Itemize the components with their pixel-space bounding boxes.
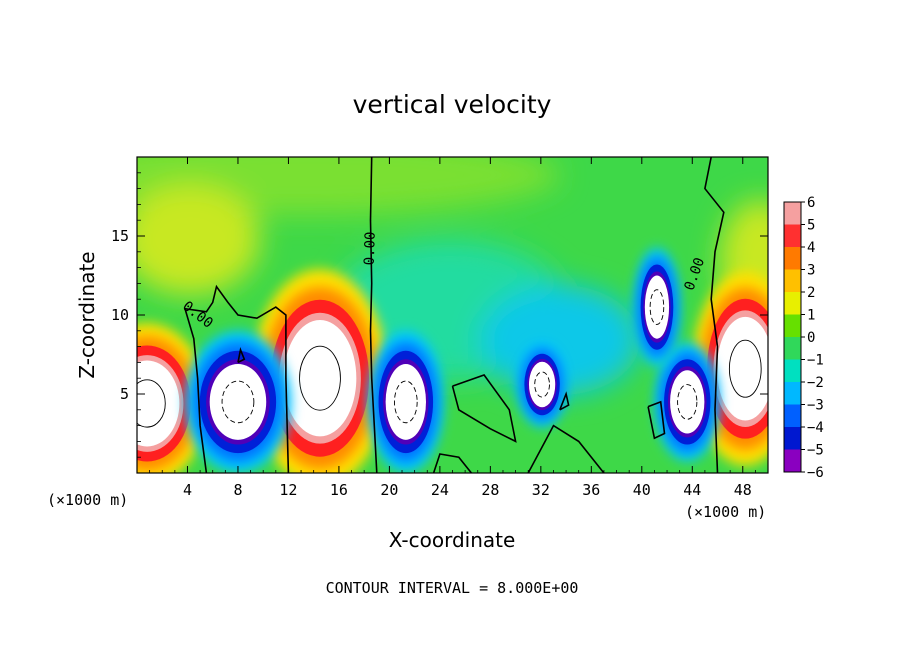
colorbar-swatch	[784, 314, 801, 337]
colorbar-tick-label: 2	[807, 285, 815, 301]
colorbar-swatch	[784, 224, 801, 247]
colorbar-swatch	[784, 292, 801, 315]
colorbar-swatch	[784, 382, 801, 405]
colorbar-swatch	[784, 269, 801, 292]
zero-contour-line-8	[237, 347, 246, 364]
colorbar-tick-label: 4	[807, 240, 815, 256]
x-tick-label: 4	[183, 481, 192, 499]
left-yellow-shade	[137, 185, 260, 295]
downdraft-band	[644, 275, 670, 339]
colorbar-swatch	[784, 449, 801, 472]
contour-label-1: 0.00	[362, 231, 379, 265]
colorbar: 6 5 4 3 2 1 0 −1 −2 −3 −4 −5 −6	[783, 195, 824, 481]
updraft-inner-contour	[299, 345, 341, 411]
zero-contour-line-1	[369, 157, 378, 473]
contour-interval-note: CONTOUR INTERVAL = 8.000E+00	[326, 579, 579, 597]
colorbar-tick-label: −1	[807, 353, 824, 369]
upper-field-shade	[137, 157, 560, 215]
colorbar-swatch	[784, 202, 801, 225]
x-tick-label: 44	[683, 481, 701, 499]
zero-contour-line-4	[527, 424, 605, 473]
downdraft-band	[385, 363, 426, 440]
zero-contours	[183, 157, 725, 473]
x-tick-label: 32	[532, 481, 550, 499]
downdraft-band	[528, 361, 556, 408]
zero-contour-line-5	[704, 157, 725, 473]
updraft-band	[137, 360, 180, 447]
y-tick-label: 15	[111, 227, 129, 245]
zero-contour-line-2	[432, 453, 473, 473]
x-tick-label: 28	[481, 481, 499, 499]
chart-title: vertical velocity	[353, 90, 552, 119]
colorbar-swatch	[784, 427, 801, 450]
zero-contour-line-3	[451, 374, 517, 443]
x-axis-label: X-coordinate	[389, 528, 516, 552]
colorbar-tick-label: −4	[807, 420, 824, 436]
colorbar-tick-label: 3	[807, 263, 815, 279]
colorbar-swatch	[784, 337, 801, 360]
downdraft-inner-contour	[649, 289, 665, 325]
downdraft-band	[670, 370, 705, 434]
x-tick-label: 24	[431, 481, 449, 499]
x-tick-label: 36	[582, 481, 600, 499]
updraft-inner-contour	[728, 339, 762, 398]
downdraft-inner-contour	[534, 371, 550, 398]
updraft-inner-contour	[137, 379, 166, 428]
updraft-band	[717, 316, 768, 421]
updraft-2	[692, 271, 768, 466]
x-tick-label: 20	[380, 481, 398, 499]
x-tick-label: 40	[633, 481, 651, 499]
zero-contour-line-7	[559, 391, 570, 411]
downdraft-1	[367, 330, 444, 473]
y-axis-label: Z-coordinate	[75, 251, 99, 378]
x-unit-right: (×1000 m)	[685, 503, 766, 521]
colorbar-tick-label: −2	[807, 375, 824, 391]
colorbar-swatch	[784, 247, 801, 270]
y-tick-label: 10	[111, 306, 129, 324]
x-tick-label: 12	[279, 481, 297, 499]
updraft-0	[137, 322, 208, 473]
colorbar-tick-label: −3	[807, 398, 824, 414]
colorbar-swatch	[784, 404, 801, 427]
updraft-band	[283, 320, 357, 437]
colorbar-tick-label: 6	[807, 195, 815, 211]
downdraft-band	[209, 363, 267, 440]
x-tick-label: 8	[233, 481, 242, 499]
colorbar-tick-label: −6	[807, 465, 824, 481]
zero-contour-line-6	[647, 400, 666, 440]
downdraft-0	[184, 330, 291, 473]
downdraft-inner-contour	[221, 380, 255, 424]
x-tick-label: 48	[734, 481, 752, 499]
downdraft-4	[634, 247, 680, 367]
downdraft-inner-contour	[393, 380, 418, 424]
zero-contour-line-0	[183, 284, 290, 473]
x-axis: 4 8 12 16 20 24 28 32 36 40 44 48	[149, 157, 756, 499]
downdraft-3	[655, 342, 720, 462]
colorbar-swatch	[784, 359, 801, 382]
downdraft-inner-contour	[677, 384, 698, 420]
downdraft-2	[517, 341, 567, 428]
plot-area	[137, 157, 768, 473]
colorbar-tick-label: 0	[807, 330, 815, 346]
x-tick-label: 16	[330, 481, 348, 499]
draft-cells	[137, 247, 768, 473]
y-tick-label: 5	[120, 385, 129, 403]
x-unit-left: (×1000 m)	[47, 491, 128, 509]
colorbar-tick-label: −5	[807, 443, 824, 459]
colorbar-tick-label: 1	[807, 308, 815, 324]
y-axis: 5 10 15	[111, 172, 768, 458]
colorbar-tick-label: 5	[807, 218, 815, 234]
